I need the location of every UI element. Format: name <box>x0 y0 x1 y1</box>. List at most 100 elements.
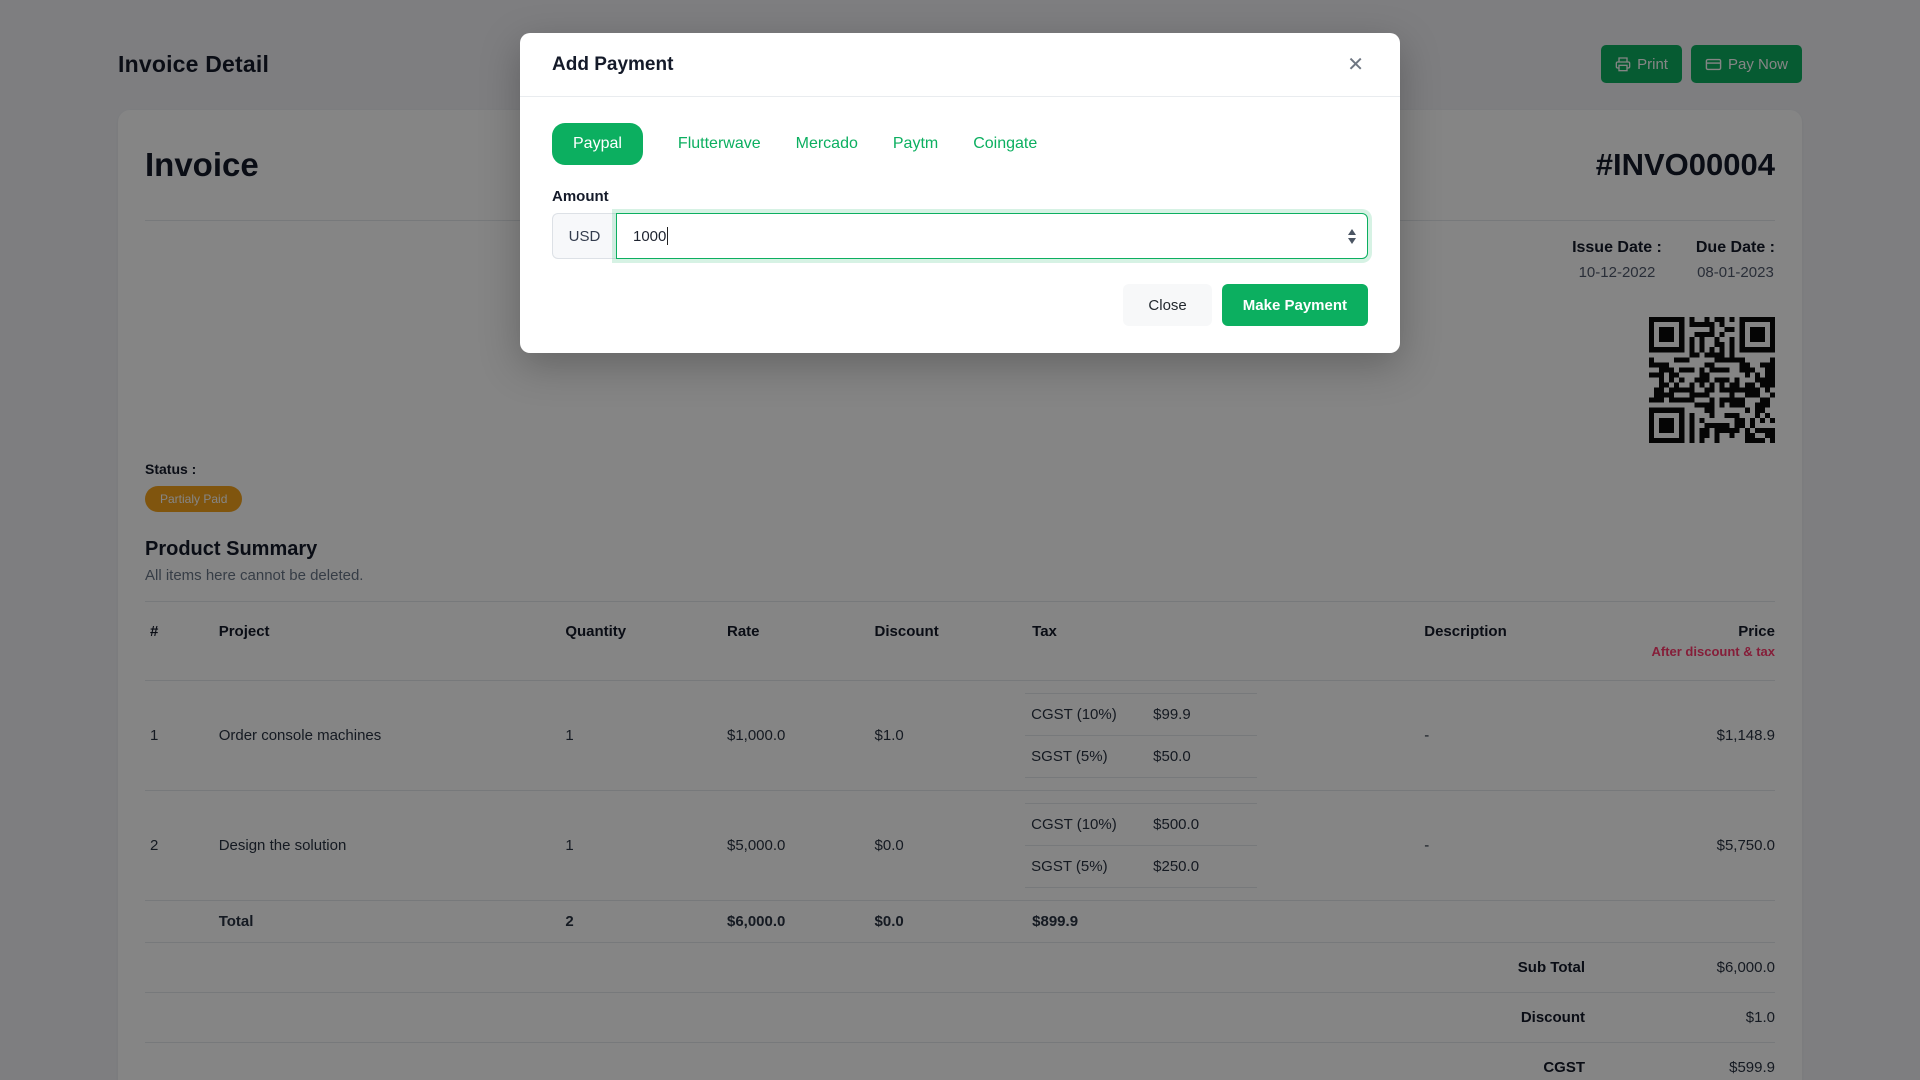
due-date-label: Due Date : <box>1695 239 1775 256</box>
amount-label: Amount <box>552 188 609 205</box>
item-1-tax-table: CGST (10%) $99.9 SGST (5%) $50.0 <box>1025 693 1258 778</box>
tab-mercado[interactable]: Mercado <box>795 135 858 152</box>
payment-method-tabs: Paypal Flutterwave Mercado Paytm Coingat… <box>552 123 1368 165</box>
make-payment-button[interactable]: Make Payment <box>1221 284 1368 326</box>
col-header-tax: Tax <box>1026 601 1419 681</box>
total-quantity: 2 <box>559 900 721 943</box>
item-1-tax-cell: CGST (10%) $99.9 SGST (5%) $50.0 <box>1025 680 1419 791</box>
item-1-tax-1-amount: $99.9 <box>1147 693 1258 736</box>
col-header-project: Project <box>212 601 560 681</box>
col-header-quantity: Quantity <box>559 601 721 681</box>
text-caret <box>667 227 669 245</box>
print-button[interactable]: Print <box>1601 45 1682 83</box>
close-icon[interactable]: ✕ <box>1343 51 1368 79</box>
item-row-2: 2 Design the solution 1 $5,000.0 $0.0 CG… <box>145 790 1775 901</box>
item-2-discount: $0.0 <box>868 790 1027 901</box>
item-1-quantity: 1 <box>559 680 721 791</box>
top-bar: Invoice Detail Print Pay Now <box>118 42 1802 86</box>
amount-input[interactable]: 1000 <box>616 213 1368 259</box>
tab-flutterwave[interactable]: Flutterwave <box>677 135 761 152</box>
issue-date-label: Issue Date : <box>1572 239 1662 256</box>
item-2-tax-table: CGST (10%) $500.0 SGST (5%) $250.0 <box>1025 803 1258 888</box>
modal-close-button[interactable]: Close <box>1123 284 1212 326</box>
total-tax: $899.9 <box>1026 900 1419 943</box>
pay-now-button-label: Pay Now <box>1727 55 1788 73</box>
print-button-label: Print <box>1637 55 1668 73</box>
item-1-project: Order console machines <box>212 680 560 791</box>
item-1-discount: $1.0 <box>868 680 1027 791</box>
product-summary: Product Summary All items here cannot be… <box>145 538 1775 584</box>
subtotal-value: $6,000.0 <box>1716 959 1775 976</box>
due-date-block: Due Date : 08-01-2023 <box>1696 239 1775 281</box>
tax-row: SGST (5%) $250.0 <box>1025 845 1258 888</box>
tab-coingate[interactable]: Coingate <box>973 135 1038 152</box>
status-label: Status : <box>145 461 197 477</box>
total-row-empty <box>145 900 213 943</box>
cgst-label: CGST <box>1543 1059 1585 1076</box>
amount-input-group: USD 1000 <box>552 213 1368 259</box>
total-row: Total 2 $6,000.0 $0.0 $899.9 <box>145 900 1775 943</box>
status-block: Status : Partialy Paid <box>145 461 1775 512</box>
item-2-quantity: 1 <box>559 790 721 901</box>
modal-title: Add Payment <box>552 53 674 75</box>
due-date-value: 08-01-2023 <box>1697 264 1774 281</box>
header-actions: Print Pay Now <box>1601 45 1802 83</box>
total-rate: $6,000.0 <box>720 900 869 943</box>
price-header-subtitle: After discount & tax <box>1651 644 1775 659</box>
invoice-dates: Issue Date : 10-12-2022 Due Date : 08-01… <box>1572 239 1775 281</box>
printer-icon <box>1615 56 1631 72</box>
item-2-tax-cell: CGST (10%) $500.0 SGST (5%) $250.0 <box>1025 790 1419 901</box>
item-2-tax-1-amount: $500.0 <box>1147 803 1258 846</box>
number-stepper[interactable] <box>1348 214 1356 258</box>
price-header-label: Price <box>1738 623 1775 640</box>
item-2-description: - <box>1418 790 1580 901</box>
page-title: Invoice Detail <box>118 50 270 77</box>
stepper-up-icon[interactable] <box>1348 228 1356 235</box>
item-2-rate: $5,000.0 <box>720 790 869 901</box>
modal-header: Add Payment ✕ <box>520 33 1400 97</box>
item-1-description: - <box>1418 680 1580 791</box>
issue-date-value: 10-12-2022 <box>1578 264 1656 281</box>
discount-value: $1.0 <box>1745 1009 1775 1026</box>
item-2-tax-2-amount: $250.0 <box>1147 845 1258 888</box>
item-2-project: Design the solution <box>212 790 560 901</box>
col-header-description: Description <box>1418 601 1580 681</box>
item-2-tax-2-name: SGST (5%) <box>1025 845 1148 888</box>
items-table-header-row: # Project Quantity Rate Discount Tax Des… <box>145 601 1775 681</box>
pay-now-button[interactable]: Pay Now <box>1690 45 1802 83</box>
tax-row: CGST (10%) $500.0 <box>1025 803 1258 846</box>
stepper-down-icon[interactable] <box>1348 237 1356 244</box>
invoice-card: Invoice #INVO00004 Issue Date : 10-12-20… <box>118 110 1802 1080</box>
item-2-price: $5,750.0 <box>1579 790 1775 901</box>
credit-card-icon <box>1705 56 1722 73</box>
amount-value: 1000 <box>633 227 667 245</box>
tax-row: SGST (5%) $50.0 <box>1025 735 1258 778</box>
product-summary-title: Product Summary <box>145 538 318 560</box>
status-badge: Partialy Paid <box>145 486 243 512</box>
col-header-rate: Rate <box>720 601 869 681</box>
summary-row-discount: Discount $1.0 <box>145 993 1775 1043</box>
item-2-index: 2 <box>145 790 213 901</box>
issue-date-block: Issue Date : 10-12-2022 <box>1572 239 1662 281</box>
items-table: # Project Quantity Rate Discount Tax Des… <box>145 601 1775 943</box>
modal-body: Paypal Flutterwave Mercado Paytm Coingat… <box>520 97 1400 259</box>
item-1-tax-2-name: SGST (5%) <box>1025 735 1148 778</box>
col-header-price: Price After discount & tax <box>1579 601 1775 681</box>
col-header-discount: Discount <box>868 601 1027 681</box>
item-2-tax-1-name: CGST (10%) <box>1025 803 1148 846</box>
total-discount: $0.0 <box>868 900 1027 943</box>
tab-paytm[interactable]: Paytm <box>892 135 939 152</box>
item-1-tax-1-name: CGST (10%) <box>1025 693 1148 736</box>
discount-label: Discount <box>1520 1009 1585 1026</box>
qr-row <box>145 317 1775 443</box>
tab-paypal[interactable]: Paypal <box>552 123 643 165</box>
invoice-dates-row: Issue Date : 10-12-2022 Due Date : 08-01… <box>145 221 1775 281</box>
item-1-tax-2-amount: $50.0 <box>1147 735 1258 778</box>
add-payment-modal: Add Payment ✕ Paypal Flutterwave Mercado… <box>520 33 1400 353</box>
product-summary-note: All items here cannot be deleted. <box>145 567 364 584</box>
col-header-index: # <box>145 601 213 681</box>
item-1-price: $1,148.9 <box>1579 680 1775 791</box>
invoice-number: #INVO00004 <box>1595 147 1775 182</box>
tax-row: CGST (10%) $99.9 <box>1025 693 1258 736</box>
